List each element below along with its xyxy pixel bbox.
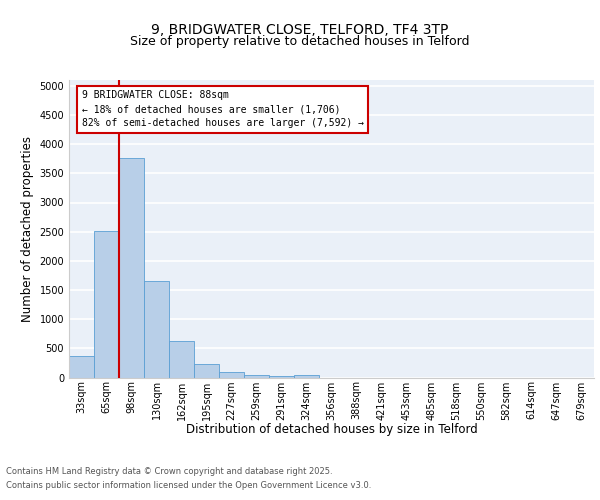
Bar — [119, 158, 144, 378]
Text: Contains HM Land Registry data © Crown copyright and database right 2025.: Contains HM Land Registry data © Crown c… — [6, 467, 332, 476]
Bar — [269, 376, 294, 378]
Bar — [194, 364, 219, 378]
Bar — [169, 342, 194, 378]
Text: Contains public sector information licensed under the Open Government Licence v3: Contains public sector information licen… — [6, 481, 371, 490]
Text: 9 BRIDGWATER CLOSE: 88sqm
← 18% of detached houses are smaller (1,706)
82% of se: 9 BRIDGWATER CLOSE: 88sqm ← 18% of detac… — [82, 90, 364, 128]
Bar — [219, 372, 244, 378]
Bar — [94, 230, 119, 378]
Bar — [244, 375, 269, 378]
Bar — [294, 375, 319, 378]
Text: Size of property relative to detached houses in Telford: Size of property relative to detached ho… — [130, 35, 470, 48]
Y-axis label: Number of detached properties: Number of detached properties — [21, 136, 34, 322]
X-axis label: Distribution of detached houses by size in Telford: Distribution of detached houses by size … — [185, 422, 478, 436]
Text: 9, BRIDGWATER CLOSE, TELFORD, TF4 3TP: 9, BRIDGWATER CLOSE, TELFORD, TF4 3TP — [151, 22, 449, 36]
Bar — [144, 281, 169, 378]
Bar — [69, 356, 94, 378]
